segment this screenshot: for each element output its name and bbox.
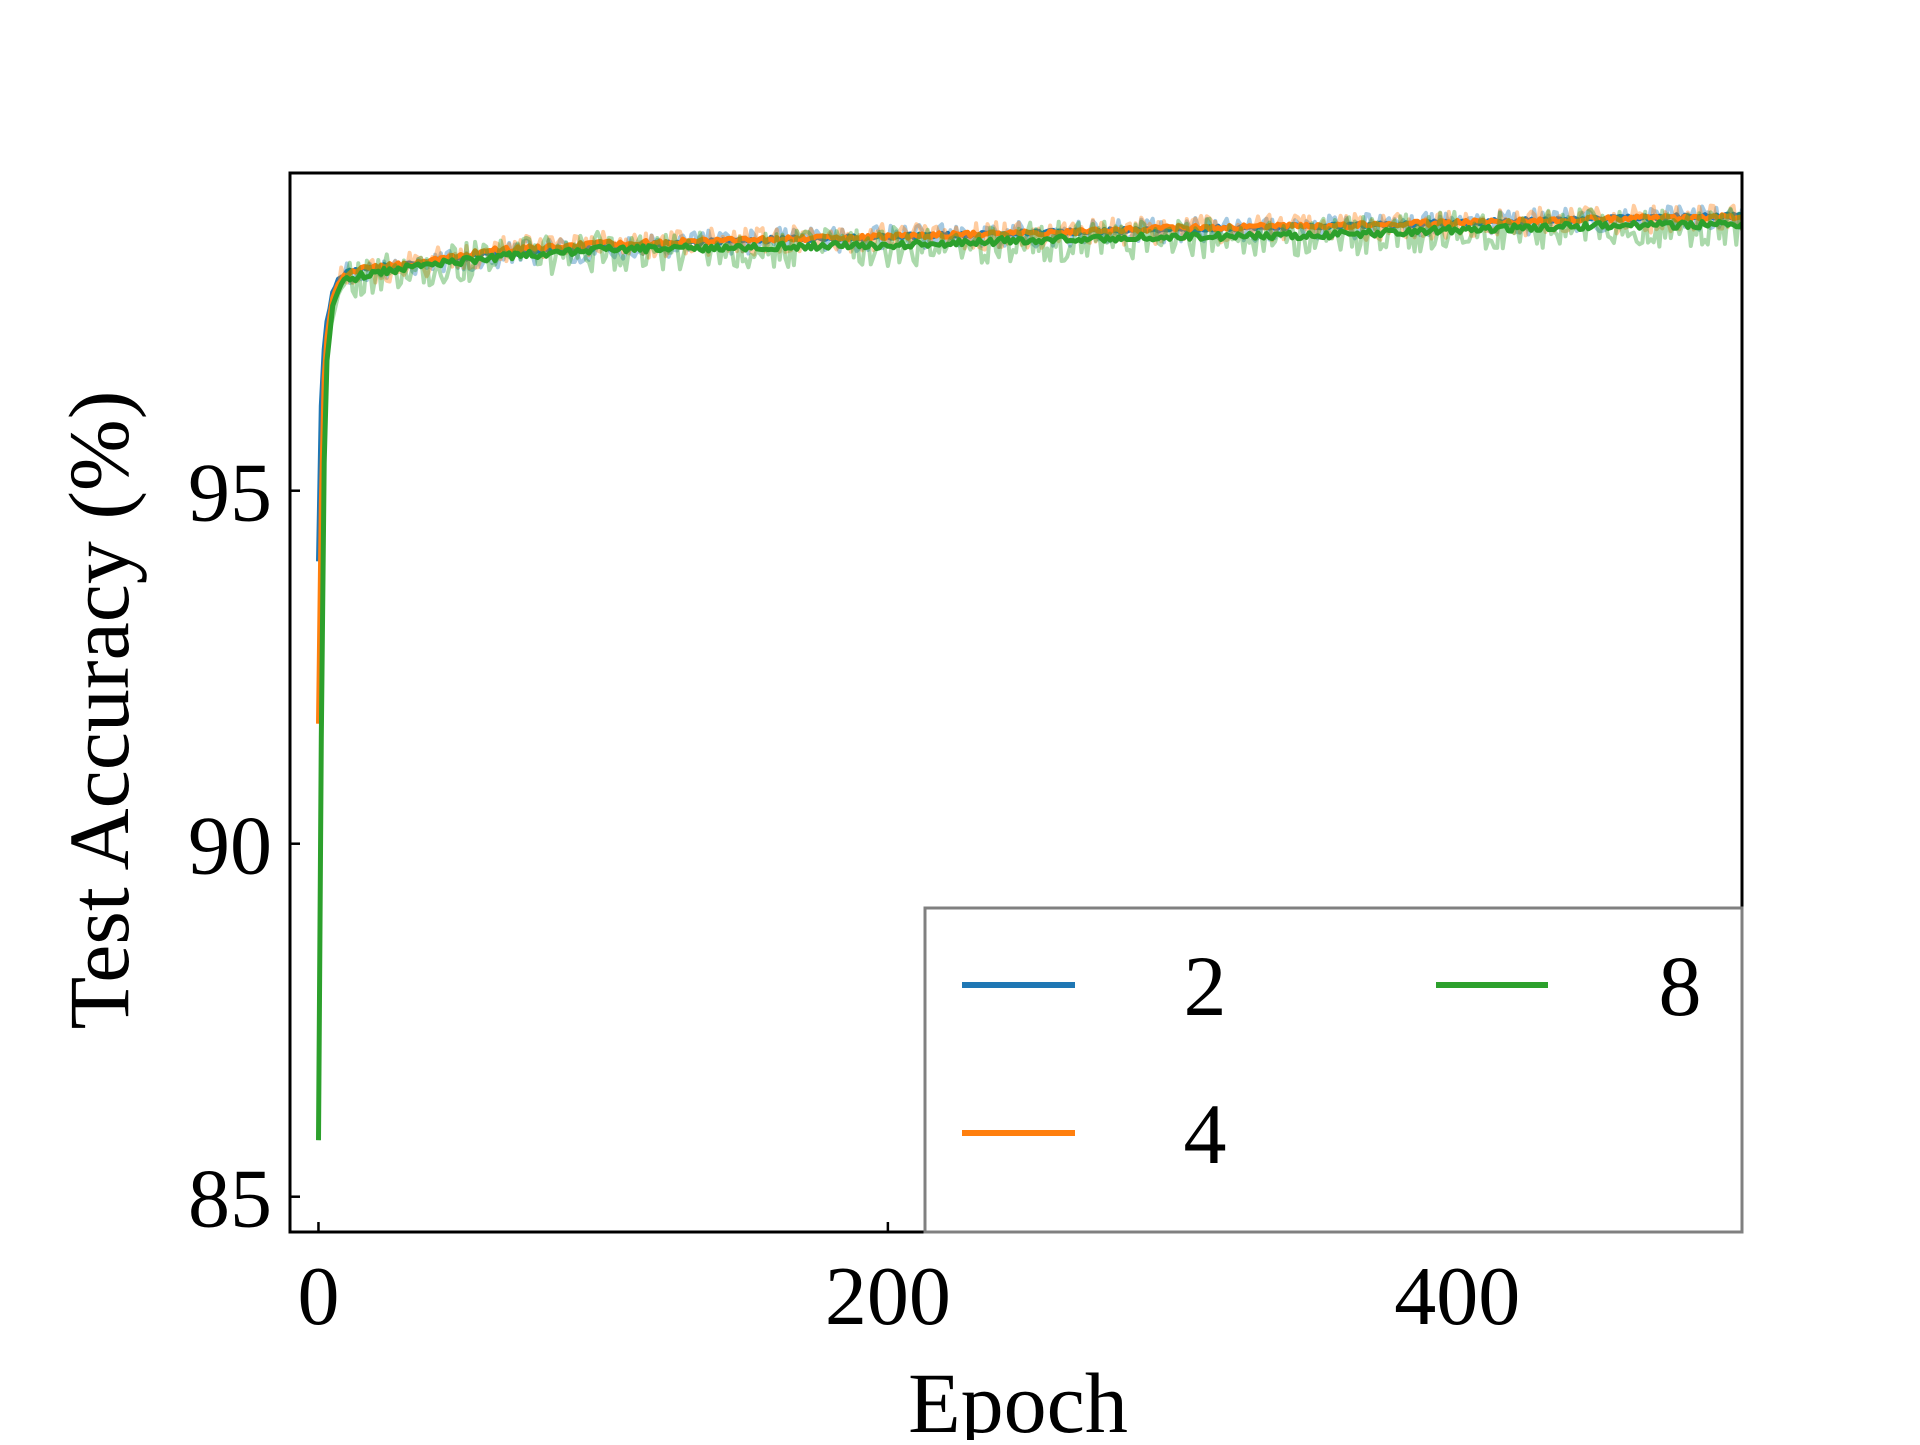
y-tick-label: 95 bbox=[188, 447, 272, 540]
legend-label-8: 8 bbox=[1659, 938, 1702, 1034]
legend-label-4: 4 bbox=[1184, 1086, 1227, 1182]
y-tick-label: 90 bbox=[188, 800, 272, 893]
series-8-raw-line bbox=[316, 206, 1742, 1141]
x-tick-label: 200 bbox=[825, 1250, 951, 1343]
legend-label-2: 2 bbox=[1184, 938, 1227, 1034]
x-tick-label: 400 bbox=[1394, 1250, 1520, 1343]
series-8-line bbox=[316, 218, 1742, 1141]
x-axis-title: Epoch bbox=[908, 1355, 1128, 1440]
legend: 2 4 8 bbox=[923, 906, 1744, 1234]
y-tick-label: 85 bbox=[188, 1153, 272, 1246]
x-tick-label: 0 bbox=[297, 1250, 339, 1343]
series-4-line bbox=[316, 212, 1742, 724]
legend-box bbox=[923, 906, 1744, 1234]
y-axis-title: Test Accuracy (%) bbox=[51, 391, 147, 1030]
series-group bbox=[316, 203, 1742, 1141]
